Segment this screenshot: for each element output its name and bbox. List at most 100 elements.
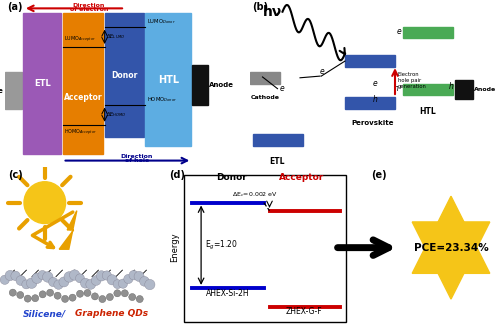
Circle shape <box>86 279 96 289</box>
Circle shape <box>118 279 128 288</box>
Circle shape <box>11 271 20 280</box>
Text: AHEX-Si-2H: AHEX-Si-2H <box>206 289 250 298</box>
Text: Electron
hole pair
generation: Electron hole pair generation <box>398 72 426 89</box>
Circle shape <box>96 271 106 281</box>
Circle shape <box>10 289 16 296</box>
Text: (d): (d) <box>169 170 185 180</box>
Circle shape <box>54 280 63 289</box>
Bar <box>23 13 62 154</box>
Circle shape <box>70 270 80 280</box>
Text: HOMO$_{Acceptor}$: HOMO$_{Acceptor}$ <box>64 128 96 138</box>
Text: (b): (b) <box>252 2 268 12</box>
Text: e: e <box>280 84 285 93</box>
Text: of hole: of hole <box>125 158 149 163</box>
Text: e: e <box>372 79 378 88</box>
Text: LUMO$_{Acceptor}$: LUMO$_{Acceptor}$ <box>64 35 96 45</box>
Text: Cathode: Cathode <box>0 88 4 94</box>
Text: e: e <box>396 27 401 36</box>
Text: HTL: HTL <box>419 107 436 116</box>
Circle shape <box>107 275 118 285</box>
Circle shape <box>124 275 133 284</box>
Bar <box>146 13 191 146</box>
Bar <box>402 27 452 38</box>
Text: LUMO$_{Donor}$: LUMO$_{Donor}$ <box>146 17 176 26</box>
Circle shape <box>22 280 31 289</box>
Text: hν: hν <box>262 5 282 19</box>
Circle shape <box>106 294 114 300</box>
Circle shape <box>84 289 91 297</box>
Circle shape <box>102 271 112 280</box>
Circle shape <box>46 289 54 296</box>
Circle shape <box>136 296 143 303</box>
Text: Direction: Direction <box>73 3 105 8</box>
Text: HTL: HTL <box>158 75 179 85</box>
Circle shape <box>38 271 47 279</box>
Bar <box>345 97 395 109</box>
Circle shape <box>59 277 69 287</box>
Text: (c): (c) <box>8 171 23 180</box>
Circle shape <box>16 276 26 285</box>
Text: Donor: Donor <box>111 71 138 80</box>
Bar <box>62 13 104 154</box>
Polygon shape <box>59 211 77 249</box>
Text: h: h <box>394 84 399 93</box>
Text: of electron: of electron <box>70 7 108 12</box>
Circle shape <box>128 294 136 300</box>
Circle shape <box>92 293 98 300</box>
Text: (a): (a) <box>8 2 23 12</box>
Text: E$_g$=1.20: E$_g$=1.20 <box>205 239 238 252</box>
Circle shape <box>144 279 155 290</box>
Circle shape <box>54 292 61 299</box>
Bar <box>345 55 395 67</box>
Circle shape <box>113 279 122 289</box>
Circle shape <box>140 277 149 286</box>
Circle shape <box>76 274 84 283</box>
Circle shape <box>114 290 121 297</box>
Circle shape <box>39 291 46 298</box>
Bar <box>455 80 472 99</box>
Circle shape <box>16 292 24 298</box>
Circle shape <box>91 276 101 285</box>
Text: PCE=23.34%: PCE=23.34% <box>414 243 488 253</box>
Bar <box>192 65 208 105</box>
Bar <box>402 84 452 95</box>
Text: Donor: Donor <box>216 173 247 182</box>
Circle shape <box>48 277 58 287</box>
Text: Direction: Direction <box>121 154 153 159</box>
Circle shape <box>24 295 32 302</box>
Text: Anode: Anode <box>209 82 234 88</box>
Circle shape <box>129 270 138 280</box>
Text: e: e <box>320 68 325 76</box>
Circle shape <box>5 270 15 280</box>
Text: $\Delta$E$_{LUMO}$: $\Delta$E$_{LUMO}$ <box>106 32 126 41</box>
Circle shape <box>42 272 53 282</box>
Text: h: h <box>449 82 454 92</box>
Text: ZHEX-G-F: ZHEX-G-F <box>286 307 322 316</box>
Text: HOMO$_{Donor}$: HOMO$_{Donor}$ <box>146 95 177 104</box>
Circle shape <box>69 294 76 301</box>
Bar <box>104 13 144 137</box>
Text: Anode: Anode <box>474 87 496 92</box>
Text: Cathode: Cathode <box>250 95 280 100</box>
Text: ETL: ETL <box>34 79 50 88</box>
Text: (e): (e) <box>371 171 387 180</box>
Polygon shape <box>412 196 490 273</box>
Circle shape <box>26 278 37 288</box>
Bar <box>5 72 22 109</box>
Circle shape <box>0 275 10 284</box>
Circle shape <box>99 296 106 303</box>
Bar <box>250 72 280 84</box>
Bar <box>252 134 302 146</box>
Text: Graphene QDs: Graphene QDs <box>76 309 148 318</box>
Text: Energy: Energy <box>170 233 179 262</box>
Text: Acceptor: Acceptor <box>64 92 102 102</box>
Circle shape <box>80 278 90 288</box>
Circle shape <box>64 272 74 282</box>
Text: $\Delta$E$_{HOMO}$: $\Delta$E$_{HOMO}$ <box>106 110 126 119</box>
Circle shape <box>32 273 42 283</box>
Text: $\Delta$E$_c$=0.002 eV: $\Delta$E$_c$=0.002 eV <box>232 190 278 199</box>
Bar <box>184 175 346 321</box>
Circle shape <box>122 290 128 297</box>
Polygon shape <box>412 222 490 299</box>
Circle shape <box>62 296 68 302</box>
